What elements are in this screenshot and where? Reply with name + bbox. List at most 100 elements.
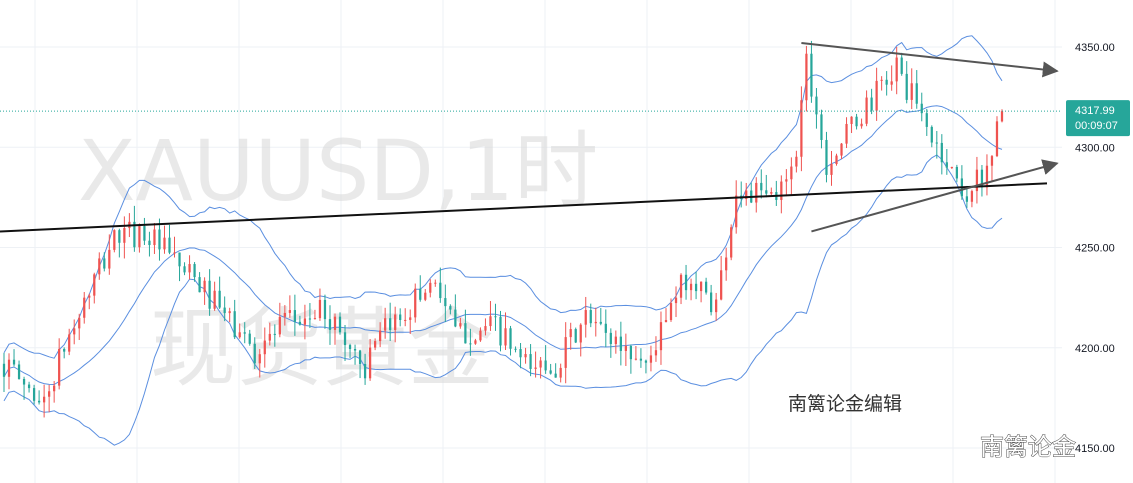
candle-body: [850, 116, 853, 124]
candle-body: [935, 142, 938, 144]
candle-body: [755, 182, 758, 203]
candle-body: [720, 270, 723, 300]
candle-body: [233, 311, 236, 338]
candle: [323, 294, 327, 329]
candle: [389, 302, 392, 342]
candle-body: [930, 126, 933, 143]
candle-body: [654, 350, 658, 356]
candle: [133, 205, 136, 252]
candle: [32, 384, 36, 405]
candle-body: [208, 280, 211, 309]
candle: [584, 296, 587, 338]
candle-body: [394, 314, 397, 331]
candle: [63, 347, 66, 359]
candle-body: [193, 264, 196, 278]
candle: [434, 279, 437, 287]
candle-body: [449, 306, 452, 310]
candle-body: [785, 179, 788, 182]
candle-body: [318, 299, 322, 319]
candle: [454, 294, 457, 328]
candle: [990, 154, 994, 181]
candle: [970, 189, 974, 208]
candle-body: [358, 350, 362, 364]
candle: [760, 169, 763, 199]
candle-body: [910, 83, 913, 100]
candle: [644, 359, 648, 374]
candle-body: [489, 316, 492, 327]
candle-body: [810, 53, 813, 97]
candle-body: [875, 80, 878, 111]
candle: [218, 276, 221, 309]
candle: [469, 328, 472, 356]
candle: [73, 319, 76, 345]
candle-body: [549, 370, 552, 374]
candle: [93, 272, 96, 304]
candle: [238, 323, 241, 339]
candle: [915, 70, 918, 109]
candle: [720, 255, 723, 301]
candle: [449, 304, 452, 315]
candle: [694, 271, 698, 300]
candle-body: [83, 297, 86, 318]
bar-countdown: 00:09:07: [1075, 120, 1118, 132]
candle: [534, 351, 537, 378]
candle: [153, 222, 156, 254]
candle-body: [614, 336, 617, 345]
candle: [98, 252, 101, 280]
candle: [895, 46, 898, 95]
candle: [37, 390, 41, 405]
candle: [875, 67, 878, 121]
candle-body: [895, 57, 898, 82]
candle-body: [17, 364, 21, 379]
candle: [559, 363, 562, 383]
candle-body: [589, 310, 592, 324]
candle-body: [539, 360, 542, 368]
candle-body: [484, 326, 487, 331]
candles: [2, 40, 1004, 418]
candle-body: [564, 337, 567, 368]
candle-body: [905, 73, 908, 100]
candle-body: [243, 332, 246, 334]
candle: [373, 338, 377, 351]
candle: [840, 143, 843, 160]
candle-body: [805, 53, 808, 101]
candle: [303, 304, 307, 340]
candle: [699, 281, 703, 303]
candle-body: [178, 252, 181, 267]
candle-body: [579, 324, 582, 343]
candle-body: [353, 348, 357, 351]
price-axis[interactable]: 4350.00 4300.00 4250.00 4200.00 4150.00: [1075, 42, 1115, 455]
candle-body: [995, 121, 999, 157]
trendlines: [0, 41, 1059, 233]
candle-body: [479, 330, 482, 341]
candle: [624, 333, 627, 366]
candle: [780, 175, 783, 214]
candle-body: [434, 282, 437, 284]
candle-body: [404, 319, 407, 321]
candle-body: [439, 282, 442, 299]
candle: [17, 360, 21, 380]
candle-body: [464, 323, 467, 344]
candle-body: [293, 310, 296, 322]
candle-body: [584, 310, 587, 325]
candle: [429, 279, 432, 298]
candle: [168, 224, 171, 255]
candle-body: [945, 162, 948, 168]
candle: [750, 182, 753, 204]
candle: [614, 330, 617, 354]
candle: [188, 255, 191, 280]
candle-body: [389, 318, 392, 331]
candle-body: [363, 363, 367, 379]
candle-body: [704, 281, 708, 293]
candle: [53, 381, 56, 403]
candle: [539, 356, 542, 379]
candle-body: [108, 249, 111, 269]
candle: [198, 272, 201, 293]
candle-body: [599, 321, 602, 324]
candle-body: [384, 318, 387, 331]
candle: [464, 309, 467, 344]
candle: [42, 384, 46, 418]
candle: [48, 384, 51, 413]
